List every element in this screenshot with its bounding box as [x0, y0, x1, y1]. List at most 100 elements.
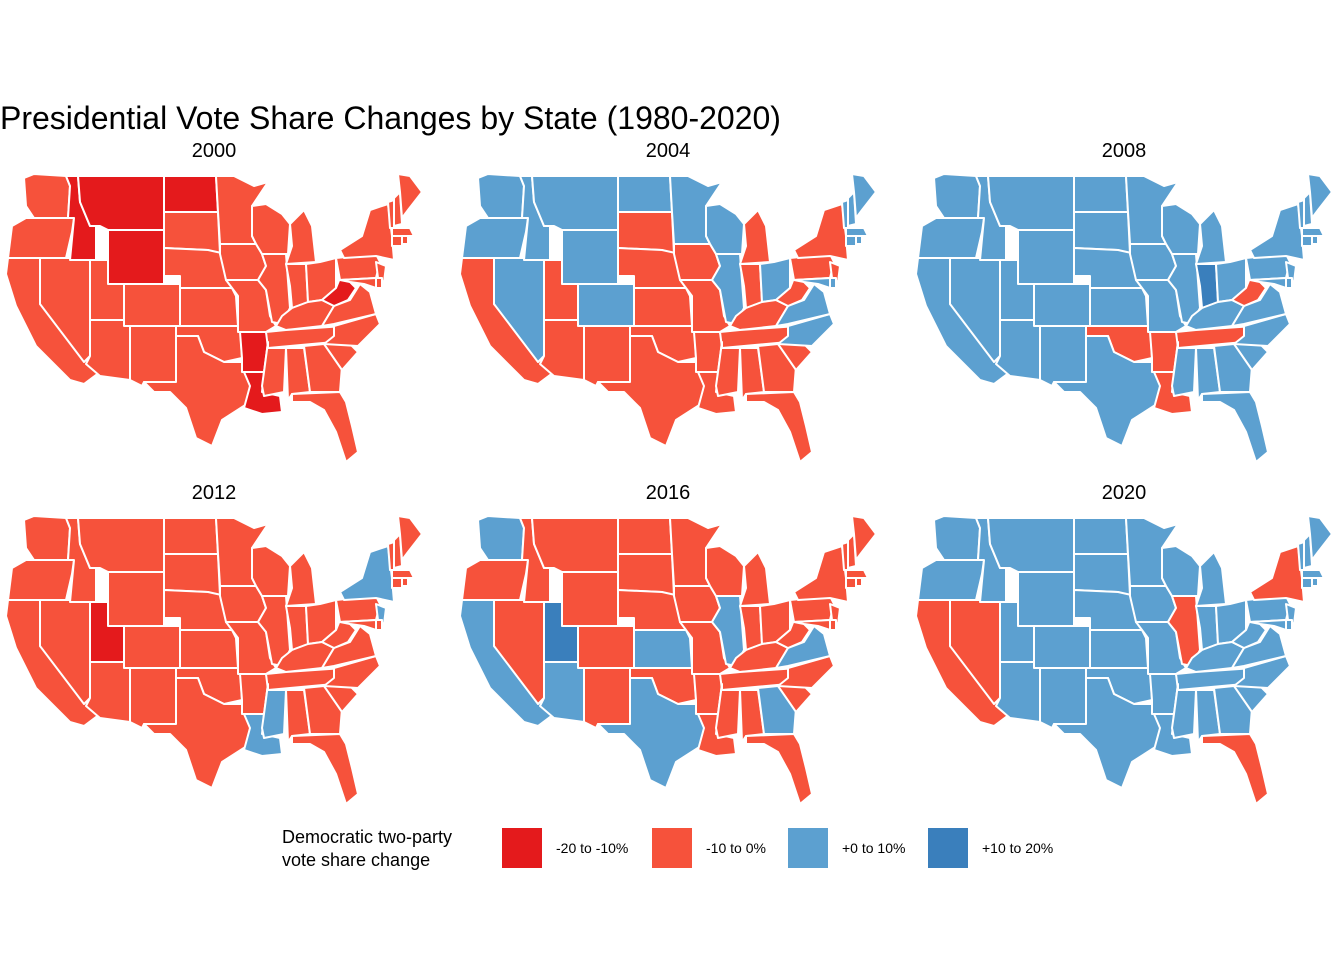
state-ks — [1089, 287, 1149, 327]
state-or — [7, 559, 75, 601]
state-ct — [845, 577, 857, 589]
state-ma — [1301, 227, 1325, 237]
state-nd — [1073, 517, 1129, 555]
state-co — [1033, 283, 1091, 327]
state-co — [123, 283, 181, 327]
panel-year-label: 2020 — [1101, 482, 1147, 504]
state-co — [577, 283, 635, 327]
state-ks — [633, 629, 693, 669]
state-wi — [705, 203, 745, 255]
panel-year-label: 2012 — [191, 482, 237, 504]
state-wy — [1017, 229, 1075, 285]
state-ma — [391, 569, 415, 579]
state-tx — [1053, 677, 1163, 789]
state-wv — [321, 277, 357, 307]
state-wa — [933, 515, 981, 561]
state-mi — [1195, 551, 1227, 607]
map-panel-1: 2004 — [458, 140, 878, 463]
state-ri — [855, 577, 863, 587]
state-map-3 — [5, 515, 423, 805]
state-fl — [745, 391, 813, 463]
state-nm — [583, 667, 631, 729]
state-mi — [739, 551, 771, 607]
state-me — [1307, 173, 1333, 219]
state-tx — [597, 335, 707, 447]
state-map-1 — [459, 173, 877, 463]
state-or — [917, 217, 985, 259]
state-mt — [987, 175, 1075, 231]
state-wv — [775, 619, 811, 649]
state-md — [1249, 619, 1287, 631]
state-or — [7, 217, 75, 259]
state-me — [397, 515, 423, 561]
state-co — [1033, 625, 1091, 669]
state-nd — [1073, 175, 1129, 213]
state-wa — [477, 173, 525, 219]
state-ct — [391, 577, 403, 589]
state-wi — [251, 203, 291, 255]
panel-year-label: 2008 — [1101, 140, 1147, 162]
state-me — [851, 173, 877, 219]
legend-item-label: +0 to 10% — [842, 840, 906, 856]
state-md — [1249, 277, 1287, 289]
map-panel-2: 2008 — [914, 140, 1334, 463]
state-ri — [1311, 577, 1319, 587]
state-ny — [339, 545, 395, 603]
state-co — [577, 625, 635, 669]
state-mt — [987, 517, 1075, 573]
state-de — [1285, 619, 1293, 631]
panel-year-label: 2004 — [645, 140, 691, 162]
state-wa — [477, 515, 525, 561]
state-nd — [163, 517, 219, 555]
state-tx — [143, 335, 253, 447]
legend-item-label: -10 to 0% — [706, 840, 766, 856]
state-md — [793, 619, 831, 631]
state-map-0 — [5, 173, 423, 463]
state-tx — [597, 677, 707, 789]
state-wi — [1161, 203, 1201, 255]
state-wy — [1017, 571, 1075, 627]
legend-key-swatch — [788, 828, 828, 868]
state-nm — [1039, 325, 1087, 387]
state-ri — [401, 235, 409, 245]
state-ri — [855, 235, 863, 245]
state-ny — [793, 203, 849, 261]
state-wy — [107, 229, 165, 285]
legend-key-swatch — [652, 828, 692, 868]
state-wy — [561, 571, 619, 627]
legend: Democratic two-party vote share change -… — [280, 826, 1080, 876]
state-nd — [617, 175, 673, 213]
state-map-5 — [915, 515, 1333, 805]
state-map-2 — [915, 173, 1333, 463]
state-or — [917, 559, 985, 601]
state-wv — [1231, 277, 1267, 307]
state-mt — [77, 517, 165, 573]
state-ks — [179, 287, 239, 327]
state-ks — [633, 287, 693, 327]
state-tx — [1053, 335, 1163, 447]
state-wa — [23, 173, 71, 219]
state-ct — [845, 235, 857, 247]
state-wi — [251, 545, 291, 597]
state-ny — [793, 545, 849, 603]
state-fl — [291, 733, 359, 805]
state-de — [1285, 277, 1293, 289]
state-mi — [1195, 209, 1227, 265]
state-ma — [1301, 569, 1325, 579]
state-wy — [561, 229, 619, 285]
state-mt — [531, 175, 619, 231]
state-de — [829, 277, 837, 289]
state-fl — [1201, 733, 1269, 805]
state-ks — [1089, 629, 1149, 669]
state-md — [793, 277, 831, 289]
legend-item-label: +10 to 20% — [982, 840, 1054, 856]
map-panel-0: 2000 — [4, 140, 424, 463]
state-de — [375, 277, 383, 289]
panel-year-label: 2000 — [191, 140, 237, 162]
state-fl — [291, 391, 359, 463]
state-de — [829, 619, 837, 631]
state-co — [123, 625, 181, 669]
state-ma — [391, 227, 415, 237]
state-ct — [1301, 235, 1313, 247]
state-wv — [1231, 619, 1267, 649]
